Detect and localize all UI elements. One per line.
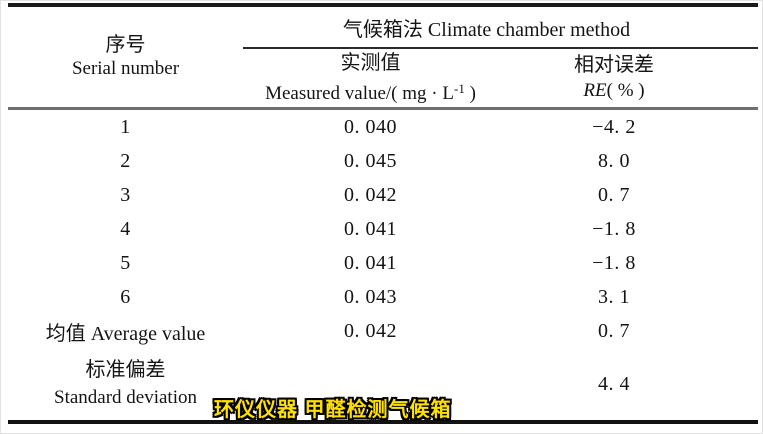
cell-serial: 1 <box>120 115 131 138</box>
cell-serial: 3 <box>120 183 131 206</box>
cell-measured: 0. 042 <box>344 183 397 206</box>
std-label-zh: 标准偏差 <box>85 359 166 381</box>
header-serial-zh: 序号 <box>105 34 146 56</box>
watermark-text: 环仪仪器 甲醛检测气候箱 <box>214 399 452 421</box>
header-re-en: RE( % ) <box>583 80 645 101</box>
cell-measured: 0. 042 <box>344 319 397 342</box>
cell-measured-empty <box>243 348 498 424</box>
cell-serial: 5 <box>120 251 131 274</box>
cell-re: 0. 7 <box>598 183 630 206</box>
header-measured-zh: 实测值 <box>340 51 401 74</box>
cell-measured: 0. 041 <box>344 217 397 240</box>
header-method-group: 气候箱法 Climate chamber method <box>243 5 759 49</box>
cell-serial-std: 标准偏差 Standard deviation <box>8 348 243 424</box>
table-row-average: 均值 Average value 0. 042 0. 7 <box>8 314 758 348</box>
header-method-group-label: 气候箱法 Climate chamber method <box>342 18 631 41</box>
table-row: 3 0. 042 0. 7 <box>8 178 758 212</box>
cell-measured: 0. 041 <box>344 251 397 274</box>
table-row: 6 0. 043 3. 1 <box>8 280 758 314</box>
cell-re: 4. 4 <box>498 348 759 424</box>
header-re-zh: 相对误差 <box>574 54 654 76</box>
header-measured-en: Measured value/( mg · L-1 ) <box>265 80 476 104</box>
cell-re: 0. 7 <box>598 319 630 342</box>
cell-serial: 4 <box>120 217 131 240</box>
cell-serial: 2 <box>120 149 131 172</box>
cell-re: −1. 8 <box>592 251 636 274</box>
cell-re: 8. 0 <box>598 149 630 172</box>
superscript-minus-one: -1 <box>453 80 465 96</box>
cell-measured: 0. 045 <box>344 149 397 172</box>
std-label-en: Standard deviation <box>54 387 197 408</box>
cell-measured: 0. 040 <box>344 115 397 138</box>
header-row-group: 序号 Serial number 气候箱法 Climate chamber me… <box>8 5 759 110</box>
header-serial-number: 序号 Serial number <box>8 5 243 110</box>
cell-re: 3. 1 <box>598 285 630 308</box>
table-row: 2 0. 045 8. 0 <box>8 144 758 178</box>
cell-serial: 6 <box>120 285 131 308</box>
cell-serial-average: 均值 Average value <box>45 322 206 345</box>
table-row: 5 0. 041 −1. 8 <box>8 246 758 280</box>
table-row: 1 0. 040 −4. 2 <box>8 109 758 145</box>
climate-chamber-table: 序号 Serial number 气候箱法 Climate chamber me… <box>8 3 759 424</box>
header-row-sub: 实测值 Measured value/( mg · L-1 ) 相对误差 RE(… <box>8 48 759 110</box>
table-row: 4 0. 041 −1. 8 <box>8 212 758 246</box>
cell-re: −1. 8 <box>592 217 636 240</box>
header-relative-error: 相对误差 RE( % ) <box>498 48 759 110</box>
header-measured-value: 实测值 Measured value/( mg · L-1 ) <box>243 48 498 110</box>
header-serial-en: Serial number <box>71 58 180 79</box>
cell-re: −4. 2 <box>592 115 636 138</box>
cell-measured: 0. 043 <box>344 285 397 308</box>
table-row-std-deviation: 标准偏差 Standard deviation 4. 4 <box>8 348 759 424</box>
